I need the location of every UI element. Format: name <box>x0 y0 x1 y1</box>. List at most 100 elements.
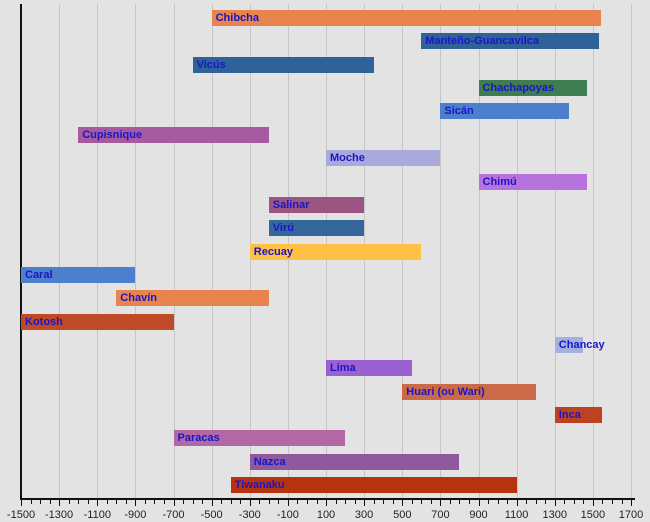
x-axis-major-tick <box>326 500 327 506</box>
x-tick-label-700: 700 <box>431 509 450 521</box>
x-axis-minor-tick <box>154 500 156 504</box>
x-axis-minor-tick <box>373 500 375 504</box>
timeline-bar-chavin: Chavín <box>116 290 269 307</box>
x-axis-major-tick <box>478 500 480 506</box>
x-tick-label--1300: -1300 <box>45 509 74 521</box>
x-axis-minor-tick <box>144 500 146 504</box>
x-axis-minor-tick <box>297 500 299 504</box>
x-axis-major-tick <box>97 500 99 506</box>
timeline-bar-sican: Sicán <box>440 103 570 120</box>
x-axis-minor-tick <box>621 500 623 504</box>
timeline-bar-label-cupisnique: Cupisnique <box>82 128 143 141</box>
gridline-1100 <box>516 4 518 498</box>
x-axis-minor-tick <box>602 500 604 504</box>
timeline-bar-label-vicus: Vicús <box>196 58 226 71</box>
x-axis-minor-tick <box>535 500 537 504</box>
timeline-bar-label-viru: Virú <box>272 222 294 235</box>
timeline-bar-label-nazca: Nazca <box>253 455 286 468</box>
timeline-bar-label-paracas: Paracas <box>177 432 220 445</box>
timeline-bar-paracas: Paracas <box>173 430 346 447</box>
x-axis-minor-tick <box>30 500 32 504</box>
x-axis-minor-tick <box>354 500 356 504</box>
timeline-bar-label-inca: Inca <box>558 409 581 421</box>
gridline-900 <box>478 4 480 498</box>
x-axis-minor-tick <box>306 500 308 504</box>
x-axis-minor-tick <box>230 500 232 504</box>
x-axis-minor-tick <box>545 500 547 504</box>
x-axis-minor-tick <box>202 500 204 504</box>
x-axis-minor-tick <box>316 500 318 504</box>
timeline-bar-label-caral: Caral <box>25 268 53 281</box>
timeline-bar-moche: Moche <box>326 150 441 167</box>
timeline-bar-cupisnique: Cupisnique <box>78 126 269 143</box>
x-axis-minor-tick <box>526 500 528 504</box>
timeline-bar-kotosh: Kotosh <box>21 313 174 330</box>
x-axis-major-tick <box>516 500 518 506</box>
timeline-bar-label-salinar: Salinar <box>272 198 310 211</box>
x-axis-minor-tick <box>564 500 566 504</box>
timeline-bar-nazca: Nazca <box>249 453 460 470</box>
x-axis-major-tick <box>287 500 289 506</box>
x-axis-minor-tick <box>507 500 509 504</box>
timeline-bar-label-chavin: Chavín <box>120 292 157 305</box>
x-axis-minor-tick <box>183 500 184 504</box>
timeline-bar-label-kotosh: Kotosh <box>25 315 63 328</box>
timeline-bar-huari-ou-wari: Huari (ou Wari) <box>402 383 536 400</box>
x-tick-label--100: -100 <box>276 509 299 521</box>
y-axis-line <box>20 4 22 500</box>
x-axis-major-tick <box>440 500 442 506</box>
x-axis-minor-tick <box>497 500 499 504</box>
timeline-bar-manteno-guancavilca: Manteño-Guancavilca <box>421 33 600 50</box>
timeline-bar-label-huari-ou-wari: Huari (ou Wari) <box>406 385 485 398</box>
gridline--500 <box>211 4 213 498</box>
x-axis-minor-tick <box>383 500 385 504</box>
gridline--700 <box>173 4 175 498</box>
x-tick-label-1500: 1500 <box>580 509 606 521</box>
timeline-bar-chachapoyas: Chachapoyas <box>478 80 588 97</box>
x-axis-minor-tick <box>87 500 89 504</box>
timeline-bar-label-moche: Moche <box>330 152 365 165</box>
timeline-bar-label-chancay: Chancay <box>558 338 605 351</box>
x-axis-major-tick <box>135 500 137 506</box>
x-axis-minor-tick <box>40 500 42 504</box>
x-axis-minor-tick <box>611 500 613 504</box>
timeline-bar-label-chibcha: Chibcha <box>215 12 259 24</box>
x-axis-major-tick <box>59 500 61 506</box>
x-tick-label-1100: 1100 <box>504 509 529 521</box>
timeline-bar-label-recuay: Recuay <box>253 245 293 258</box>
x-axis-major-tick <box>211 500 213 506</box>
timeline-bar-chancay: Chancay <box>554 336 605 353</box>
x-axis-minor-tick <box>335 500 337 504</box>
x-axis-minor-tick <box>192 500 194 504</box>
timeline-bar-lima: Lima <box>326 360 412 377</box>
x-axis-minor-tick <box>449 500 451 504</box>
timeline-bar-label-manteno-guancavilca: Manteño-Guancavilca <box>425 35 539 48</box>
x-tick-label-300: 300 <box>354 509 374 521</box>
x-axis-major-tick <box>554 500 556 506</box>
x-axis-minor-tick <box>392 500 394 504</box>
x-axis-major-tick <box>364 500 366 506</box>
timeline-bar-salinar: Salinar <box>268 196 365 213</box>
gridline--900 <box>135 4 137 498</box>
x-axis-minor-tick <box>345 500 347 504</box>
timeline-bar-label-chimu: Chimú <box>482 175 517 188</box>
x-axis-minor-tick <box>430 500 432 504</box>
x-axis-minor-tick <box>411 500 413 504</box>
x-axis-major-tick <box>21 500 22 506</box>
x-axis-major-tick <box>631 500 632 506</box>
timeline-bar-vicus: Vicús <box>192 56 374 73</box>
x-tick-label--1100: -1100 <box>83 509 111 521</box>
x-axis-minor-tick <box>106 500 108 504</box>
x-axis-minor-tick <box>583 500 585 504</box>
timeline-bar-chimu: Chimú <box>478 173 588 190</box>
x-axis-minor-tick <box>116 500 118 504</box>
timeline-bar-label-tiwanaku: Tiwanaku <box>234 479 285 491</box>
x-axis-minor-tick <box>459 500 461 504</box>
x-axis-minor-tick <box>488 500 489 504</box>
x-axis-minor-tick <box>573 500 575 504</box>
x-axis-minor-tick <box>421 500 423 504</box>
x-tick-label-500: 500 <box>393 509 412 521</box>
timeline-bar-tiwanaku: Tiwanaku <box>230 477 517 493</box>
x-axis-minor-tick <box>68 500 70 504</box>
x-axis-minor-tick <box>164 500 165 504</box>
